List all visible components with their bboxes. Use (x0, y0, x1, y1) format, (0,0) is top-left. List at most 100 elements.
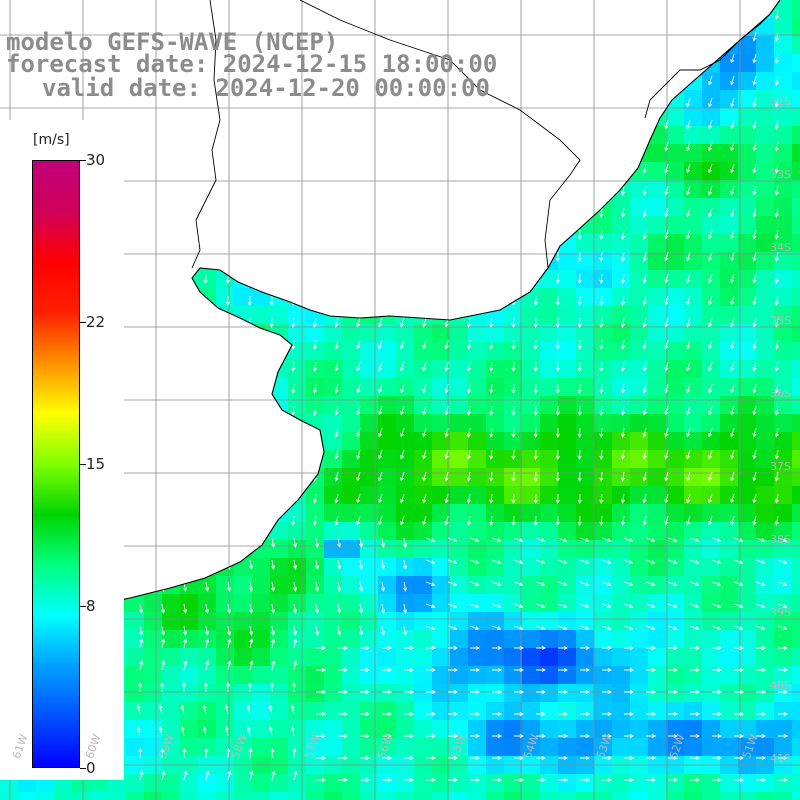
wind-arrow (711, 559, 722, 565)
wind-arrow (136, 163, 141, 174)
wind-cell (720, 306, 739, 325)
wind-cell (576, 360, 595, 379)
wind-arrow (158, 383, 164, 394)
wind-arrow (205, 660, 210, 671)
wind-arrow (204, 748, 209, 759)
wind-cell (432, 738, 451, 757)
wind-cell (504, 702, 523, 721)
wind-arrow (620, 471, 626, 482)
wind-arrow (382, 689, 392, 695)
wind-arrow (425, 537, 436, 543)
wind-arrow (356, 207, 361, 218)
wind-cell (594, 252, 613, 271)
wind-cell (774, 648, 793, 667)
wind-cell (252, 576, 271, 595)
wind-arrow (271, 660, 276, 671)
wind-cell (594, 126, 613, 145)
wind-arrow (774, 427, 779, 438)
wind-arrow (511, 317, 516, 328)
wind-arrow (444, 449, 449, 460)
wind-arrow (513, 559, 524, 565)
wind-cell (612, 144, 631, 163)
wind-arrow (602, 755, 612, 761)
wind-arrow (158, 427, 164, 438)
wind-arrow (316, 777, 326, 783)
wind-cell (594, 396, 613, 415)
wind-arrow (356, 449, 361, 460)
wind-cell (522, 0, 541, 19)
wind-cell (720, 18, 739, 37)
wind-arrow (356, 31, 361, 42)
wind-cell (576, 738, 595, 757)
wind-arrow (404, 711, 414, 717)
wind-arrow (422, 163, 427, 174)
wind-arrow (686, 515, 691, 526)
wind-arrow (136, 449, 141, 460)
wind-cell (180, 432, 199, 451)
wind-arrow (686, 405, 691, 416)
wind-arrow (580, 777, 590, 783)
wind-cell (234, 234, 253, 253)
wind-cell (432, 342, 451, 361)
wind-arrow (271, 537, 276, 548)
wind-cell (288, 396, 307, 415)
wind-cell (126, 180, 145, 199)
wind-cell (126, 432, 145, 451)
wind-arrow (756, 711, 766, 717)
wind-cell (720, 54, 739, 73)
wind-arrow (136, 383, 141, 394)
wind-cell (576, 792, 595, 800)
wind-arrow (577, 317, 582, 328)
wind-cell (234, 198, 253, 217)
wind-arrow (756, 645, 766, 651)
wind-cell (324, 216, 343, 235)
wind-cell (144, 450, 163, 469)
wind-cell (558, 450, 577, 469)
wind-arrow (360, 645, 370, 651)
wind-cell (252, 162, 271, 181)
wind-cell (792, 306, 800, 325)
wind-cell (558, 720, 577, 739)
wind-arrow (291, 185, 296, 196)
wind-arrow (664, 9, 669, 20)
wind-cell (162, 684, 181, 703)
wind-cell (486, 504, 505, 523)
wind-cell (738, 630, 757, 649)
wind-cell (252, 414, 271, 433)
wind-cell (378, 18, 397, 37)
wind-cell (594, 0, 613, 19)
wind-cell (378, 252, 397, 271)
wind-cell (486, 648, 505, 667)
wind-arrow (620, 119, 626, 130)
wind-arrow (338, 733, 348, 739)
wind-cell (630, 666, 649, 685)
wind-arrow (533, 295, 538, 306)
wind-arrow (181, 9, 186, 20)
wind-cell (144, 630, 163, 649)
wind-arrow (577, 405, 582, 416)
wind-cell (738, 720, 757, 739)
wind-cell (180, 720, 199, 739)
wind-arrow (247, 493, 252, 504)
wind-cell (180, 288, 199, 307)
wind-cell (666, 702, 685, 721)
wind-cell (576, 720, 595, 739)
wind-cell (522, 198, 541, 217)
wind-arrow (448, 733, 458, 739)
wind-cell (720, 648, 739, 667)
wind-cell (612, 576, 631, 595)
wind-arrow (422, 515, 427, 526)
wind-arrow (712, 733, 722, 739)
wind-cell (684, 342, 703, 361)
wind-cell (306, 486, 325, 505)
wind-arrow (602, 733, 612, 739)
wind-cell (252, 630, 271, 649)
wind-arrow (271, 581, 276, 592)
wind-cell (162, 360, 181, 379)
wind-arrow (158, 9, 164, 20)
wind-cell (774, 684, 793, 703)
wind-arrow (686, 339, 691, 350)
wind-cell (720, 198, 739, 217)
wind-cell (648, 540, 667, 559)
wind-cell (630, 486, 649, 505)
